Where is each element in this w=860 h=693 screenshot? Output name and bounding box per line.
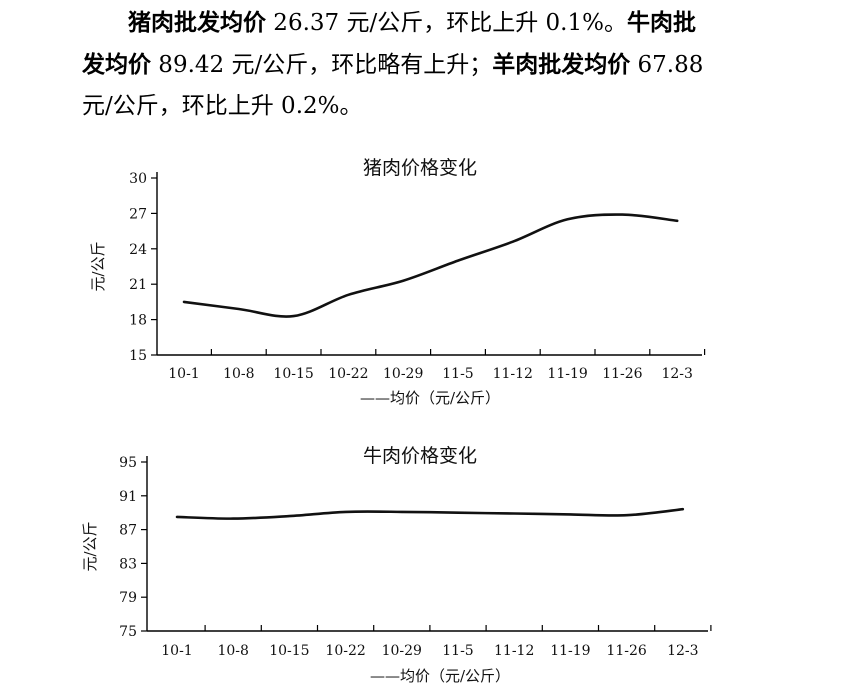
paragraph-run: 猪肉批发均价: [128, 9, 266, 36]
x-tick-label: 10-15: [273, 366, 313, 382]
paragraph-run: 牛肉批: [626, 9, 696, 36]
y-tick-label: 21: [129, 277, 147, 293]
chart-title: 牛肉价格变化: [363, 445, 477, 467]
series-line: [175, 507, 685, 520]
paragraph-line-1: 猪肉批发均价 26.37 元/公斤，环比上升 0.1%。牛肉批: [82, 2, 782, 44]
data-point: [676, 220, 678, 222]
data-point: [288, 515, 291, 517]
data-point: [625, 514, 628, 517]
data-point: [621, 213, 624, 216]
x-tick-label: 10-22: [325, 643, 365, 659]
legend-label: ——均价（元/公斤）: [370, 667, 510, 685]
paragraph-run: 26.37 元/公斤，环比上升 0.1%。: [266, 10, 627, 36]
x-tick-label: 11-26: [606, 643, 646, 659]
paragraph-run: 羊肉批发均价: [492, 51, 631, 78]
y-tick-label: 18: [129, 313, 147, 329]
y-tick-label: 79: [119, 590, 137, 606]
summary-paragraph: 猪肉批发均价 26.37 元/公斤，环比上升 0.1%。牛肉批 发均价 89.4…: [82, 2, 782, 127]
y-tick-label: 91: [119, 489, 137, 505]
x-tick-label: 10-22: [328, 366, 368, 382]
x-tick-label: 11-19: [550, 643, 590, 659]
y-tick-label: 24: [129, 242, 147, 258]
x-tick-label: 10-8: [217, 643, 248, 659]
x-tick-label: 12-3: [661, 366, 692, 382]
data-point: [292, 315, 295, 317]
series-line: [182, 213, 679, 318]
data-point: [232, 517, 234, 520]
x-tick-label: 10-8: [223, 366, 254, 382]
x-tick-label: 11-5: [442, 366, 473, 382]
x-tick-label: 11-26: [602, 366, 642, 382]
y-tick-label: 27: [129, 206, 147, 222]
x-tick-label: 10-29: [383, 366, 423, 382]
y-tick-label: 95: [119, 455, 137, 471]
x-tick-label: 11-19: [547, 366, 587, 382]
y-tick-label: 75: [119, 624, 137, 640]
data-point: [457, 511, 459, 514]
x-tick-label: 10-1: [168, 366, 199, 382]
y-axis-label: 元/公斤: [89, 241, 107, 291]
data-point: [183, 301, 185, 303]
beef-price-chart: 牛肉价格变化 75 79 83 87 91 95 10-1 10-8 10-15 10-22 10-2…: [81, 445, 712, 685]
paragraph-run: 发均价: [82, 51, 151, 78]
data-point: [344, 511, 347, 513]
y-tick-label: 15: [129, 348, 147, 364]
data-point: [176, 516, 178, 518]
paragraph-run: 67.88: [630, 52, 704, 78]
data-point: [566, 218, 569, 221]
pork-price-chart: 猪肉价格变化 15 18 21 24 27 30 10-1 10-8 10-15 10-22 10-2…: [89, 157, 706, 407]
y-tick-label: 87: [119, 523, 137, 539]
data-point: [238, 308, 240, 310]
paragraph-run: 89.42 元/公斤，环比略有上升；: [151, 52, 493, 78]
x-tick-label: 10-1: [161, 643, 192, 659]
data-point: [682, 508, 684, 510]
paragraph-line-2: 发均价 89.42 元/公斤，环比略有上升；羊肉批发均价 67.88: [82, 44, 782, 86]
x-tick-label: 11-12: [494, 643, 534, 659]
data-point: [512, 240, 514, 243]
x-tick-label: 10-29: [382, 643, 422, 659]
y-tick-label: 83: [119, 556, 137, 572]
data-point: [402, 279, 405, 282]
data-point: [401, 511, 403, 513]
paragraph-line-3: 元/公斤，环比上升 0.2%。: [82, 86, 782, 127]
paragraph-run: 元/公斤，环比上升 0.2%。: [82, 93, 363, 119]
legend-label: ——均价（元/公斤）: [360, 389, 500, 407]
x-tick-label: 11-5: [442, 643, 473, 659]
y-axis-label: 元/公斤: [81, 521, 99, 571]
x-tick-label: 10-15: [269, 643, 309, 659]
data-point: [457, 259, 459, 262]
x-tick-label: 12-3: [667, 643, 698, 659]
data-point: [513, 512, 515, 515]
x-tick-label: 11-12: [493, 366, 533, 382]
data-point: [569, 513, 572, 516]
chart-title: 猪肉价格变化: [363, 157, 477, 179]
y-tick-label: 30: [129, 171, 147, 187]
data-point: [347, 294, 350, 296]
